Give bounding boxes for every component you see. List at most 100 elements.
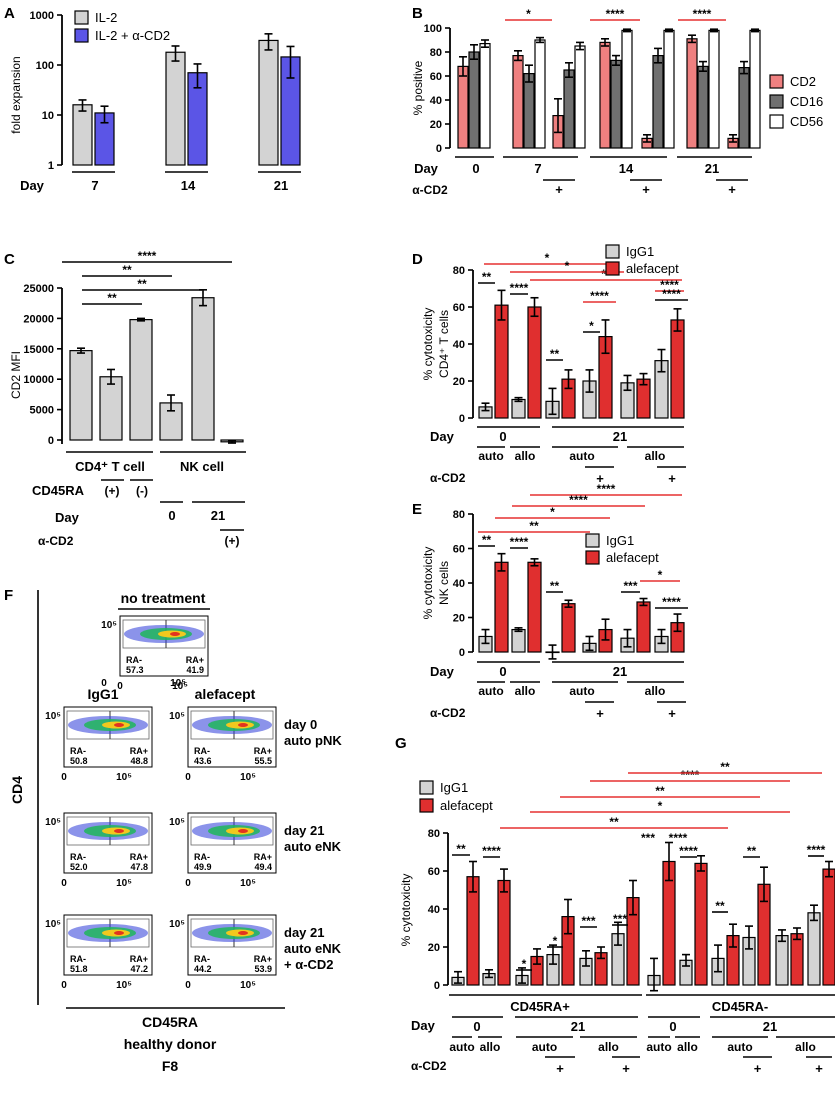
panel-e-acd2-caption: α-CD2 bbox=[430, 706, 466, 720]
panel-b-ytick-label: 80 bbox=[430, 47, 442, 59]
panel-f-plot-igg1-1-x-tick-big: 10⁵ bbox=[116, 878, 132, 889]
panel-d-ytick-label: 0 bbox=[459, 413, 465, 425]
panel-c-bar bbox=[129, 319, 153, 441]
panel-c-ytick-label: 0 bbox=[48, 435, 54, 447]
panel-b-bar bbox=[738, 66, 750, 149]
panel-e-ytick-label: 60 bbox=[453, 544, 465, 556]
panel-c-cd4-label: CD4⁺ T cell bbox=[75, 459, 145, 474]
panel-e-sig-2-label: ** bbox=[550, 579, 560, 593]
panel-e-legend-igg1-text: IgG1 bbox=[606, 533, 634, 548]
panel-f-plot-igg1-2-y-tick: 10⁵ bbox=[45, 919, 61, 930]
panel-b-legend-cd2-swatch bbox=[769, 74, 784, 89]
panel-e-label: E bbox=[412, 501, 422, 518]
panel-f-plot-alefacept-2-ra-plus: RA+ bbox=[254, 954, 272, 964]
panel-d-legend-igg1-swatch bbox=[605, 244, 620, 259]
panel-f-plot-alefacept-2-ra-plus-value: 53.9 bbox=[254, 964, 272, 974]
panel-f-plot-untreated-y-tick: 10⁵ bbox=[101, 620, 117, 631]
panel-g-bar bbox=[822, 868, 835, 986]
panel-e-sig-3-label: *** bbox=[623, 579, 637, 593]
panel-e-sig-1-label: **** bbox=[510, 535, 529, 549]
panel-f-plot-alefacept-2-y-tick: 10⁵ bbox=[169, 919, 185, 930]
panel-d-bar bbox=[494, 304, 509, 419]
panel-f-plot-untreated-gate bbox=[122, 619, 206, 649]
panel-c-label: C bbox=[4, 251, 15, 268]
panel-b-bar bbox=[599, 41, 611, 149]
panel-a-day-label: 14 bbox=[181, 178, 196, 193]
panel-f-plot-alefacept-1-gate bbox=[190, 816, 274, 846]
panel-b-bar bbox=[479, 42, 491, 149]
panel-f-row-label-0: auto pNK bbox=[284, 733, 342, 748]
panel-f-row-label-0: day 0 bbox=[284, 717, 317, 732]
panel-e-bar bbox=[494, 561, 509, 653]
panel-g-sig-11-label: * bbox=[658, 799, 663, 813]
panel-c-sig-4-label: **** bbox=[138, 249, 157, 263]
panel-g-acd2-plus-0: + bbox=[556, 1061, 564, 1076]
panel-g-sig-9-label: **** bbox=[807, 843, 826, 857]
panel-e-bar bbox=[636, 601, 651, 653]
panel-a-ytick-label: 1 bbox=[48, 160, 54, 172]
panel-d-sig-0-label: ** bbox=[482, 270, 492, 284]
panel-f-plot-igg1-0-x-tick-big: 10⁵ bbox=[116, 772, 132, 783]
panel-d-sig-2-label: ** bbox=[550, 347, 560, 361]
panel-g-ylabel: % cytotoxicity bbox=[399, 874, 413, 947]
panel-g-sig-1-label: **** bbox=[482, 844, 501, 858]
panel-f-plot-alefacept-0-x-tick-big: 10⁵ bbox=[240, 772, 256, 783]
panel-f-col-igg1: IgG1 bbox=[87, 686, 118, 702]
panel-d-sig-9-label: **** bbox=[662, 287, 681, 301]
panel-c-day0: 0 bbox=[168, 508, 175, 523]
panel-b-ytick-label: 0 bbox=[436, 143, 442, 155]
panel-b-bar bbox=[663, 29, 675, 149]
panel-g-ytick-label: 20 bbox=[428, 942, 440, 954]
panel-f-plot-alefacept-0-ra-minus: RA- bbox=[194, 746, 210, 756]
panel-d-acd2-plus1: + bbox=[596, 471, 604, 486]
panel-g-allo-label-1: allo bbox=[480, 1040, 501, 1054]
panel-d-ylabel: % cytotoxicity bbox=[421, 308, 435, 381]
panel-d-ytick-label: 20 bbox=[453, 376, 465, 388]
panel-a-ytick-label: 10 bbox=[42, 110, 54, 122]
panel-a-bar bbox=[258, 39, 279, 166]
panel-g-sig-14-label: ** bbox=[720, 760, 730, 774]
panel-b-legend-cd56-text: CD56 bbox=[790, 114, 823, 129]
panel-c-acd2-caption: α-CD2 bbox=[38, 534, 74, 548]
panel-b-bar bbox=[708, 29, 720, 149]
panel-g-sig-2-label: * bbox=[522, 957, 527, 971]
panel-d-acd2-plus2: + bbox=[668, 471, 676, 486]
panel-g-sig-extra-a: **** bbox=[669, 831, 688, 845]
panel-b-bar bbox=[749, 29, 761, 149]
panel-g-sig-0-label: ** bbox=[456, 842, 466, 856]
panel-d-allo21: allo bbox=[645, 449, 666, 463]
panel-f-plot-igg1-0-density-core bbox=[114, 723, 124, 727]
panel-f-plot-igg1-2-ra-plus: RA+ bbox=[130, 954, 148, 964]
panel-b-bar bbox=[697, 65, 709, 149]
panel-f-plot-alefacept-1-ra-plus-value: 49.4 bbox=[254, 862, 272, 872]
panel-a-bar bbox=[72, 104, 93, 166]
panel-a-legend-il2-acd2-text: IL-2 + α-CD2 bbox=[95, 28, 170, 43]
panel-g-acd2-plus-3: + bbox=[815, 1061, 823, 1076]
panel-g-acd2-plus-1: + bbox=[622, 1061, 630, 1076]
panel-f-plot-igg1-1-frame bbox=[63, 812, 153, 874]
panel-f-plot-alefacept-0-y-tick: 10⁵ bbox=[169, 711, 185, 722]
panel-c-bar bbox=[69, 350, 93, 441]
panel-g-day-caption: Day bbox=[411, 1018, 436, 1033]
panel-e-ytick-label: 0 bbox=[459, 647, 465, 659]
panel-g-day21-1: 21 bbox=[571, 1019, 585, 1034]
panel-f-plot-alefacept-2-gate bbox=[190, 918, 274, 948]
panel-a-bar bbox=[165, 51, 186, 166]
panel-d-auto0: auto bbox=[478, 449, 503, 463]
panel-d-sig-8-label: **** bbox=[660, 278, 679, 292]
panel-b-day-label: 14 bbox=[619, 161, 634, 176]
panel-b-day-caption: Day bbox=[414, 161, 439, 176]
panel-b-sig-d14-label: **** bbox=[606, 7, 625, 21]
panel-a-ytick-label: 100 bbox=[36, 60, 54, 72]
panel-f-plot-alefacept-1-ra-minus: RA- bbox=[194, 852, 210, 862]
panel-a-ytick-label: 1000 bbox=[30, 10, 54, 22]
panel-f-plot-alefacept-0-ra-plus: RA+ bbox=[254, 746, 272, 756]
panel-f-yaxis-label: CD4 bbox=[9, 776, 25, 804]
panel-f-plot-igg1-1-x-tick-0: 0 bbox=[61, 878, 67, 889]
panel-g-day0-2: 0 bbox=[669, 1019, 676, 1034]
panel-g-auto-label-6: auto bbox=[727, 1040, 752, 1054]
panel-g-ytick-label: 0 bbox=[434, 980, 440, 992]
panel-g-ytick-label: 60 bbox=[428, 866, 440, 878]
